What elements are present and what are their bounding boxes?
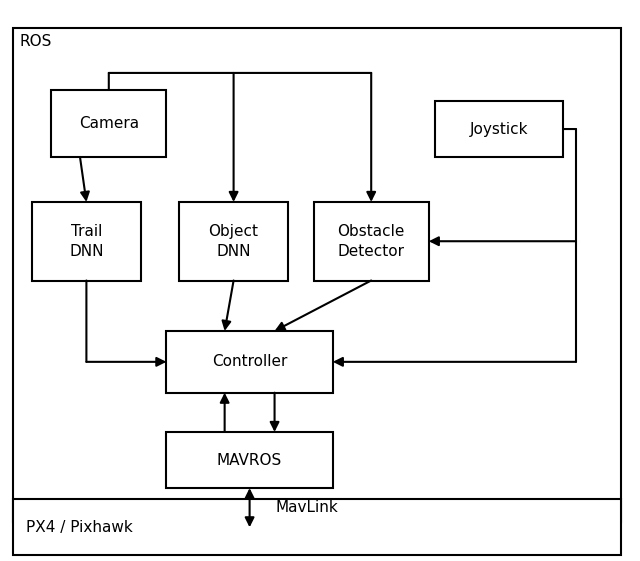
Text: Camera: Camera	[79, 116, 139, 131]
Text: PX4 / Pixhawk: PX4 / Pixhawk	[26, 520, 132, 535]
FancyBboxPatch shape	[32, 202, 141, 280]
FancyBboxPatch shape	[314, 202, 429, 280]
Text: MavLink: MavLink	[275, 500, 338, 515]
Text: Controller: Controller	[212, 355, 287, 369]
Text: Object
DNN: Object DNN	[209, 224, 259, 259]
Text: MAVROS: MAVROS	[217, 453, 282, 467]
Text: Trail
DNN: Trail DNN	[69, 224, 104, 259]
Text: Joystick: Joystick	[470, 122, 529, 136]
FancyBboxPatch shape	[51, 90, 166, 157]
FancyBboxPatch shape	[179, 202, 288, 280]
FancyBboxPatch shape	[166, 331, 333, 393]
FancyBboxPatch shape	[435, 101, 563, 157]
FancyBboxPatch shape	[13, 499, 621, 555]
FancyBboxPatch shape	[166, 432, 333, 488]
FancyBboxPatch shape	[13, 28, 621, 522]
Text: Obstacle
Detector: Obstacle Detector	[337, 224, 405, 259]
Text: ROS: ROS	[19, 34, 52, 49]
